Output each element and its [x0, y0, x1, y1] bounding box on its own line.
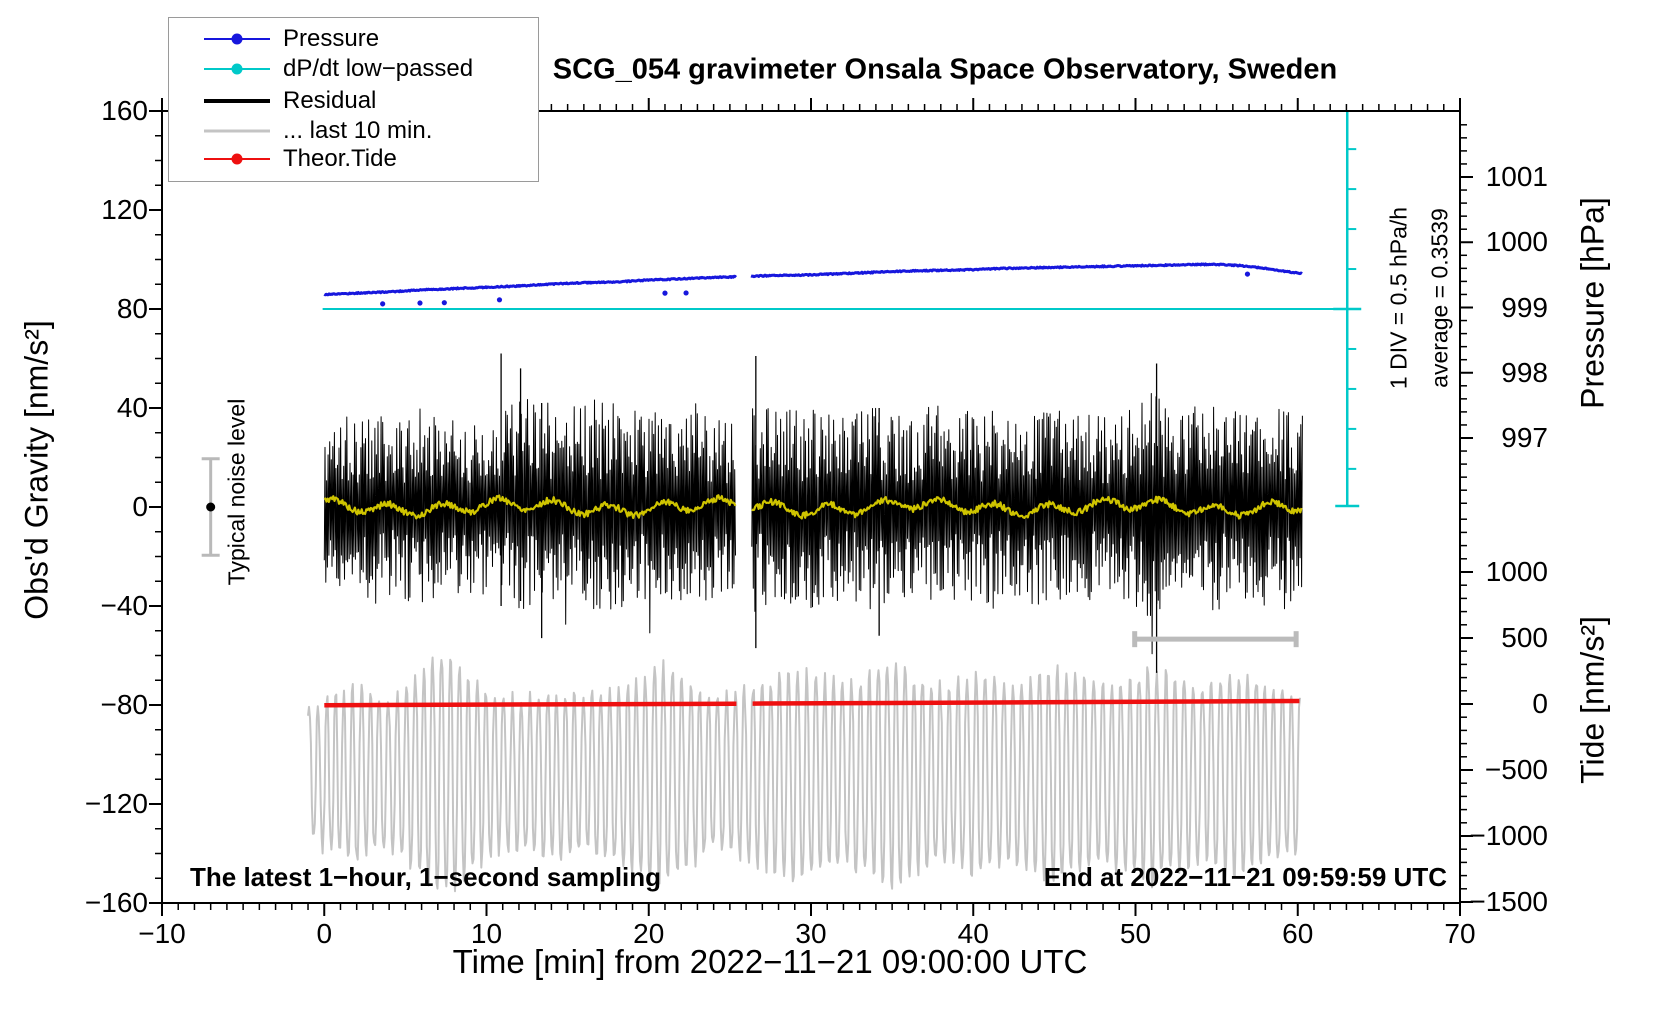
- tick-label: 0: [316, 918, 333, 949]
- tick-label: −500: [1484, 754, 1548, 785]
- tick-label: −80: [100, 689, 149, 720]
- tick-label: 160: [101, 95, 148, 126]
- tick-label: 20: [633, 918, 665, 949]
- tick-label: −1500: [1469, 886, 1548, 917]
- tick-label: 997: [1501, 422, 1548, 453]
- legend-item: dP/dt low−passed: [169, 56, 538, 82]
- legend-item-label: ... last 10 min.: [283, 117, 433, 144]
- legend-item: Theor.Tide: [169, 146, 538, 172]
- tick-label: 0: [132, 491, 148, 522]
- tick-label: 1001: [1485, 161, 1548, 192]
- tick-label: 70: [1444, 918, 1476, 949]
- pressure-axis-title: Pressure [hPa]: [1574, 197, 1611, 409]
- tick-label: −160: [84, 887, 148, 918]
- tick-label: 998: [1501, 356, 1548, 388]
- x-axis-title: Time [min] from 2022−11−21 09:00:00 UTC: [452, 943, 1088, 980]
- left-axis-title: Obs'd Gravity [nm/s²]: [18, 320, 55, 620]
- tick-label: −10: [138, 918, 186, 949]
- tick-label: −120: [84, 788, 148, 819]
- tick-label: 80: [116, 293, 148, 324]
- end-time-annotation: End at 2022−11−21 09:59:59 UTC: [1043, 862, 1447, 892]
- dpdt-line-sample-icon: [202, 56, 272, 82]
- legend-box: Pressure dP/dt low−passed Residual ... l…: [168, 17, 539, 182]
- pressure-line-sample-icon: [202, 26, 272, 52]
- legend-item: Residual: [169, 88, 538, 114]
- legend-item: Pressure: [169, 26, 538, 52]
- chart-title: SCG_054 gravimeter Onsala Space Observat…: [552, 53, 1338, 86]
- tick-label: −1000: [1469, 820, 1548, 851]
- tick-label: 50: [1119, 918, 1152, 949]
- div-scale-annotation: 1 DIV = 0.5 hPa/h: [1385, 206, 1412, 390]
- tick-label: 40: [957, 918, 989, 949]
- tick-label: 1000: [1485, 226, 1548, 258]
- tick-label: 0: [1532, 688, 1548, 719]
- tick-label: 999: [1501, 291, 1548, 323]
- legend-item-label: Pressure: [283, 25, 380, 52]
- legend-item-label: Residual: [283, 87, 377, 114]
- average-annotation: average = 0.3539: [1426, 208, 1453, 388]
- residual-line-sample-icon: [202, 88, 272, 114]
- tide-line-sample-icon: [202, 146, 272, 172]
- legend-item-label: dP/dt low−passed: [283, 55, 474, 82]
- tick-label: 60: [1282, 918, 1314, 949]
- tick-label: −40: [100, 590, 149, 621]
- tick-label: 1000: [1485, 556, 1548, 587]
- typical-noise-level-label: Typical noise level: [223, 398, 250, 586]
- tick-label: 40: [116, 392, 148, 423]
- legend-item-label: Theor.Tide: [283, 145, 397, 172]
- tide-axis-title: Tide [nm/s²]: [1574, 616, 1611, 784]
- sampling-annotation: The latest 1−hour, 1−second sampling: [190, 862, 662, 892]
- tick-label: 500: [1501, 622, 1548, 653]
- tick-label: 10: [470, 918, 503, 949]
- tick-label: 30: [795, 918, 827, 949]
- tick-label: 120: [101, 194, 148, 225]
- last10min-line-sample-icon: [202, 118, 272, 144]
- legend-item: ... last 10 min.: [169, 118, 538, 144]
